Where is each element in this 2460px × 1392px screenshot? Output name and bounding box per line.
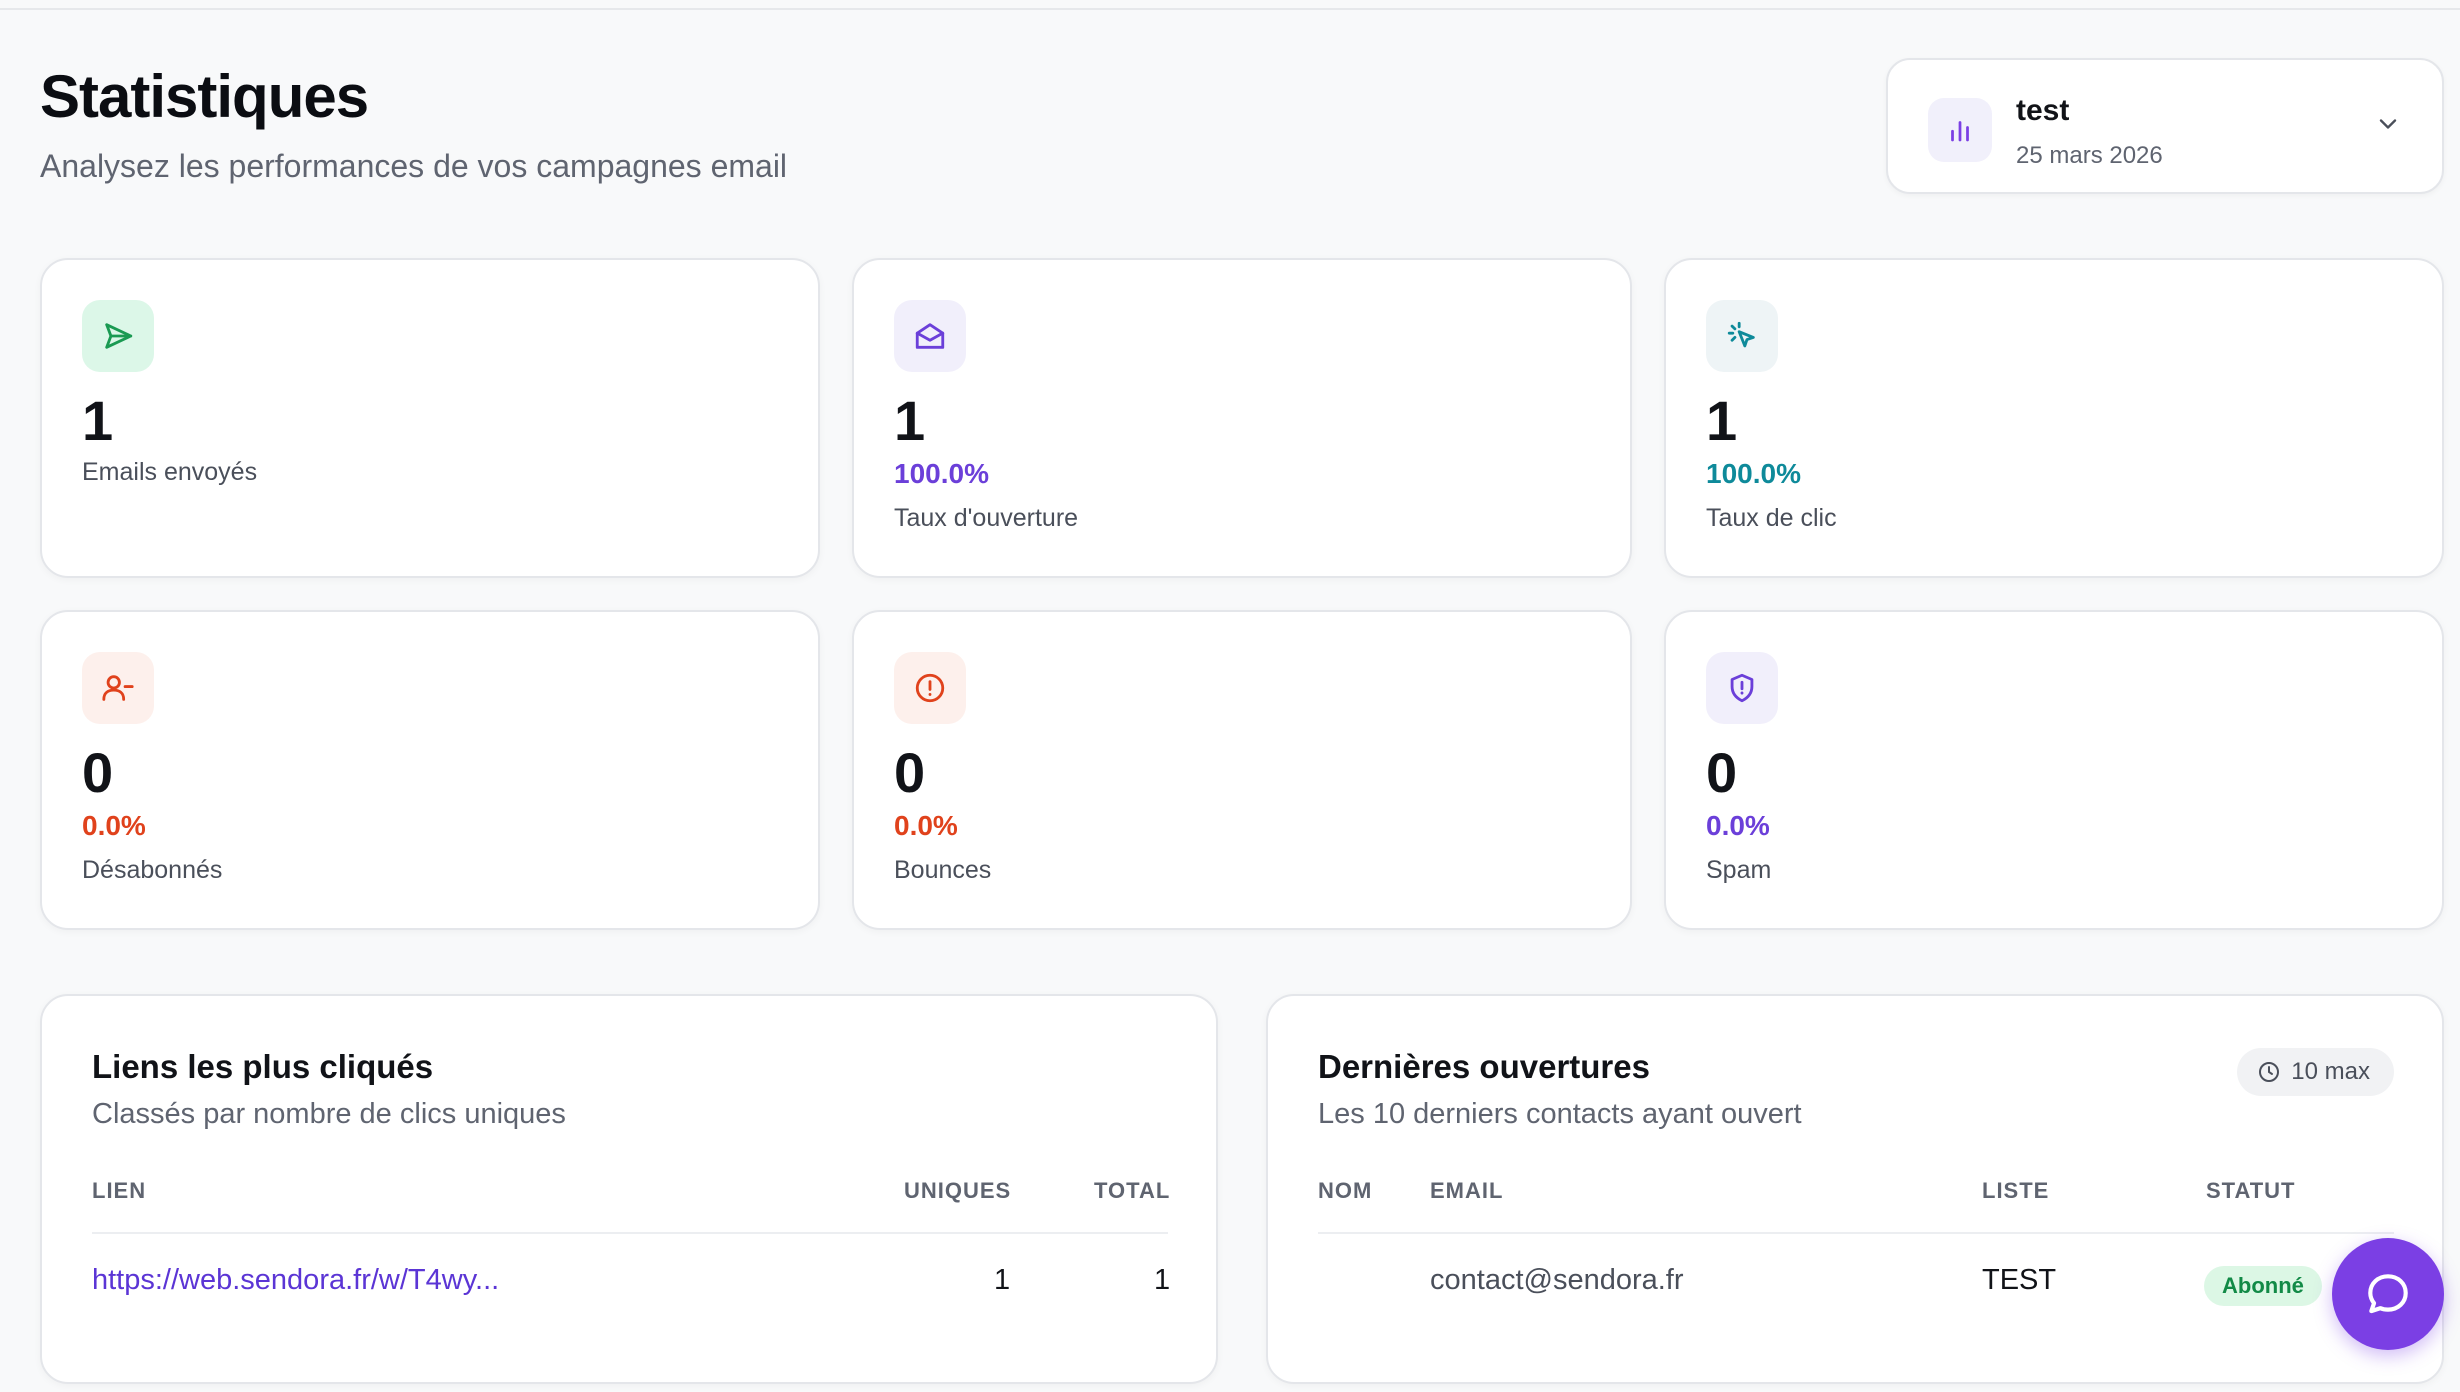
stat-card-bounces: 0 0.0% Bounces [852,610,1632,930]
contact-email: contact@sendora.fr [1430,1264,1684,1296]
campaign-selector[interactable]: test 25 mars 2026 [1886,58,2444,194]
alert-circle-icon [894,652,966,724]
stat-label: Désabonnés [82,856,223,884]
link-total-count: 1 [1154,1264,1171,1296]
send-icon [82,300,154,372]
stat-card-clicks: 1 100.0% Taux de clic [1664,258,2444,578]
link-unique-count: 1 [994,1264,1011,1296]
stat-card-opens: 1 100.0% Taux d'ouverture [852,258,1632,578]
max-badge: 10 max [2237,1048,2394,1096]
stat-percent: 100.0% [1706,458,1801,489]
stat-label: Emails envoyés [82,458,258,486]
stat-percent: 100.0% [894,458,989,489]
recent-opens-panel: Dernières ouvertures Les 10 derniers con… [1266,994,2444,1384]
link-url[interactable]: https://web.sendora.fr/w/T4wy... [92,1264,500,1296]
stat-value: 1 [1706,389,1738,452]
top-divider [0,8,2460,10]
page-title: Statistiques [40,63,369,130]
mail-open-icon [894,300,966,372]
column-header-total: TOTAL [1094,1178,1171,1203]
table-divider [92,1232,1168,1234]
chevron-down-icon [2374,110,2402,143]
stat-percent: 0.0% [894,810,958,841]
stat-label: Taux d'ouverture [894,504,1079,532]
cursor-click-icon [1706,300,1778,372]
stat-percent: 0.0% [82,810,146,841]
chat-bubble-icon [2363,1269,2413,1319]
bar-chart-icon [1928,98,1992,162]
column-header-list: LISTE [1982,1178,2050,1203]
stat-card-unsubscribes: 0 0.0% Désabonnés [40,610,820,930]
shield-alert-icon [1706,652,1778,724]
page-subtitle: Analysez les performances de vos campagn… [40,148,788,184]
stat-card-sent: 1 Emails envoyés [40,258,820,578]
stat-percent: 0.0% [1706,810,1770,841]
stat-card-spam: 0 0.0% Spam [1664,610,2444,930]
column-header-link: LIEN [92,1178,147,1203]
column-header-name: NOM [1318,1178,1373,1203]
campaign-name: test [2016,94,2070,127]
stat-value: 1 [894,389,926,452]
stat-label: Spam [1706,856,1772,884]
clock-icon [2257,1060,2281,1084]
stat-label: Bounces [894,856,992,884]
stat-label: Taux de clic [1706,504,1837,532]
max-badge-label: 10 max [2291,1058,2370,1085]
panel-title: Dernières ouvertures [1318,1048,1650,1085]
stat-value: 0 [82,741,114,804]
table-divider [1318,1232,2394,1234]
user-minus-icon [82,652,154,724]
status-badge: Abonné [2204,1266,2322,1306]
stat-value: 0 [1706,741,1738,804]
stat-value: 0 [894,741,926,804]
panel-subtitle: Classés par nombre de clics uniques [92,1098,566,1130]
contact-list: TEST [1982,1264,2057,1296]
stat-value: 1 [82,389,114,452]
campaign-date: 25 mars 2026 [2016,142,2163,169]
chat-button[interactable] [2332,1238,2444,1350]
panel-title: Liens les plus cliqués [92,1048,434,1085]
column-header-email: EMAIL [1430,1178,1504,1203]
column-header-status: STATUT [2206,1178,2296,1203]
column-header-unique: UNIQUES [904,1178,1012,1203]
panel-subtitle: Les 10 derniers contacts ayant ouvert [1318,1098,1802,1130]
top-links-panel: Liens les plus cliqués Classés par nombr… [40,994,1218,1384]
